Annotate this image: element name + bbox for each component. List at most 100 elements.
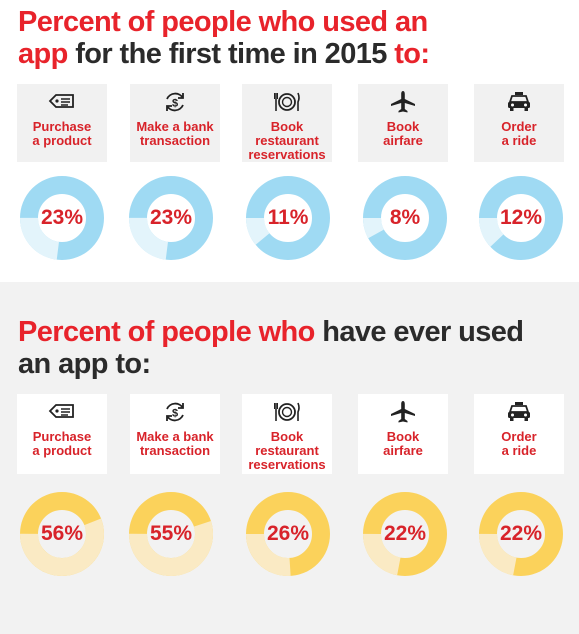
- airplane-icon: [388, 400, 418, 424]
- percent-label: 56%: [40, 522, 84, 545]
- donut-segment: [246, 492, 330, 576]
- label-line: reservations: [248, 147, 326, 162]
- category-label: Book airfare: [381, 430, 425, 458]
- category-card-order-a-ride: Order a ride: [474, 84, 564, 162]
- category-card-make-a-bank-transaction: $ Make a bank transaction: [130, 84, 220, 162]
- label-line: restaurant: [255, 443, 319, 458]
- category-label: Book airfare: [381, 120, 425, 148]
- category-label: Book restaurant reservations: [246, 120, 327, 162]
- donut-svg: [363, 492, 447, 576]
- category-label: Order a ride: [499, 120, 538, 148]
- category-label: Purchase a product: [30, 430, 93, 458]
- donut-svg: [20, 492, 104, 576]
- donut-make-a-bank-transaction: 23%: [129, 176, 213, 260]
- label-line: Order: [501, 119, 537, 134]
- donut-order-a-ride: 22%: [479, 492, 563, 576]
- donut-svg: [246, 492, 330, 576]
- title-part: have ever used: [322, 316, 524, 348]
- first-time-section: Percent of people who used an app for th…: [0, 0, 579, 282]
- donut-make-a-bank-transaction: 55%: [129, 492, 213, 576]
- donut-svg: [246, 176, 330, 260]
- category-card-order-a-ride: Order a ride: [474, 394, 564, 474]
- category-card-book-airfare: Book airfare: [358, 394, 448, 474]
- label-line: Make a bank: [136, 429, 214, 444]
- car-icon: [504, 400, 534, 424]
- label-line: transaction: [139, 133, 211, 148]
- title-part: an app to:: [18, 348, 151, 380]
- donut-segment: [479, 176, 563, 260]
- plate-utensils-icon: [272, 90, 302, 114]
- first-time-title: Percent of people who used an app for th…: [18, 6, 430, 70]
- title-part: to:: [394, 38, 430, 70]
- label-line: Purchase: [32, 119, 92, 134]
- percent-label: 12%: [499, 206, 543, 229]
- donut-svg: [479, 176, 563, 260]
- dollar-refresh-icon: $: [160, 90, 190, 114]
- donut-segment: [479, 492, 563, 576]
- donut-book-airfare: 8%: [363, 176, 447, 260]
- category-card-book-restaurant-reservations: Book restaurant reservations: [242, 394, 332, 474]
- percent-label: 26%: [266, 522, 310, 545]
- label-line: Purchase: [32, 429, 92, 444]
- donut-segment: [246, 176, 330, 260]
- ever-used-title: Percent of people who have ever used an …: [18, 316, 524, 380]
- donut-order-a-ride: 12%: [479, 176, 563, 260]
- donut-segment: [363, 492, 447, 576]
- donut-svg: [479, 492, 563, 576]
- car-icon: [504, 90, 534, 114]
- donut-segment: [20, 176, 104, 260]
- label-line: a product: [32, 133, 92, 148]
- label-line: Book: [270, 429, 304, 444]
- category-card-book-restaurant-reservations: Book restaurant reservations: [242, 84, 332, 162]
- donut-book-restaurant-reservations: 26%: [246, 492, 330, 576]
- title-part: Percent of people who used an: [18, 6, 428, 38]
- percent-label: 22%: [499, 522, 543, 545]
- donut-book-restaurant-reservations: 11%: [246, 176, 330, 260]
- dollar-refresh-icon: $: [160, 400, 190, 424]
- donut-svg: [363, 176, 447, 260]
- category-label: Make a bank transaction: [134, 430, 215, 458]
- svg-text:$: $: [172, 408, 178, 420]
- svg-text:$: $: [172, 98, 178, 110]
- donut-svg: [129, 492, 213, 576]
- donut-segment: [363, 176, 447, 260]
- percent-label: 22%: [383, 522, 427, 545]
- airplane-icon: [388, 90, 418, 114]
- category-card-make-a-bank-transaction: $ Make a bank transaction: [130, 394, 220, 474]
- percent-label: 55%: [149, 522, 193, 545]
- donut-book-airfare: 22%: [363, 492, 447, 576]
- label-line: a ride: [501, 133, 537, 148]
- category-label: Purchase a product: [30, 120, 93, 148]
- plate-utensils-icon: [272, 400, 302, 424]
- label-line: restaurant: [255, 133, 319, 148]
- label-line: Book: [386, 429, 420, 444]
- percent-label: 23%: [149, 206, 193, 229]
- percent-label: 11%: [267, 206, 309, 229]
- category-card-purchase-a-product: Purchase a product: [17, 394, 107, 474]
- label-line: Make a bank: [136, 119, 214, 134]
- ever-used-section: Percent of people who have ever used an …: [0, 282, 579, 634]
- label-line: Order: [501, 429, 537, 444]
- percent-label: 8%: [389, 206, 421, 229]
- label-line: a product: [32, 443, 92, 458]
- category-card-book-airfare: Book airfare: [358, 84, 448, 162]
- price-tag-icon: [47, 400, 77, 424]
- category-label: Make a bank transaction: [134, 120, 215, 148]
- category-label: Book restaurant reservations: [246, 430, 327, 472]
- donut-purchase-a-product: 56%: [20, 492, 104, 576]
- donut-svg: [129, 176, 213, 260]
- label-line: reservations: [248, 457, 326, 472]
- category-label: Order a ride: [499, 430, 538, 458]
- label-line: Book: [386, 119, 420, 134]
- label-line: airfare: [383, 443, 423, 458]
- label-line: Book: [270, 119, 304, 134]
- label-line: a ride: [501, 443, 537, 458]
- title-part: Percent of people who: [18, 316, 315, 348]
- title-part: app: [18, 38, 68, 70]
- donut-purchase-a-product: 23%: [20, 176, 104, 260]
- percent-label: 23%: [40, 206, 84, 229]
- donut-svg: [20, 176, 104, 260]
- title-part: for the first time in 2015: [75, 38, 387, 70]
- price-tag-icon: [47, 90, 77, 114]
- label-line: transaction: [139, 443, 211, 458]
